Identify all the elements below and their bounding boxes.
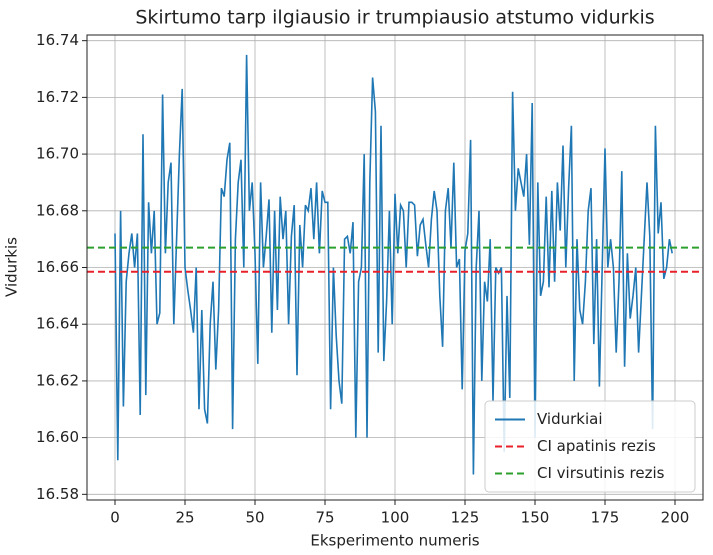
legend: Vidurkiai CI apatinis rezis CI virsutinis … (484, 400, 696, 493)
chart-title: Skirtumo tarp ilgiausio ir trumpiausio a… (135, 7, 654, 29)
y-tick-label: 16.62 (36, 371, 79, 389)
y-tick-label: 16.70 (36, 145, 79, 163)
y-tick-label: 16.64 (36, 315, 79, 333)
x-tick-label: 50 (245, 509, 264, 527)
x-tick-label: 200 (661, 509, 690, 527)
legend-label: Vidurkiai (537, 410, 603, 428)
x-tick-label: 75 (315, 509, 334, 527)
y-tick-label: 16.68 (36, 201, 79, 219)
data-line (114, 54, 673, 475)
x-axis-label: Eksperimento numeris (310, 532, 479, 550)
plot-frame (86, 34, 704, 501)
x-tick-label: 175 (591, 509, 620, 527)
y-tick-label: 16.72 (36, 88, 79, 106)
x-tick-label: 100 (381, 509, 410, 527)
y-tick-label: 16.58 (36, 485, 79, 503)
legend-box (484, 400, 696, 493)
x-tick-label: 125 (451, 509, 480, 527)
x-tick-label: 0 (110, 509, 120, 527)
y-axis-label: Vidurkis (3, 237, 21, 297)
x-tick-label: 25 (175, 509, 194, 527)
y-tick-label: 16.74 (36, 31, 79, 49)
y-tick-label: 16.60 (36, 428, 79, 446)
y-tick-label: 16.66 (36, 258, 79, 276)
legend-label: CI virsutinis rezis (537, 464, 665, 482)
legend-label: CI apatinis rezis (537, 437, 656, 455)
x-tick-label: 150 (521, 509, 550, 527)
